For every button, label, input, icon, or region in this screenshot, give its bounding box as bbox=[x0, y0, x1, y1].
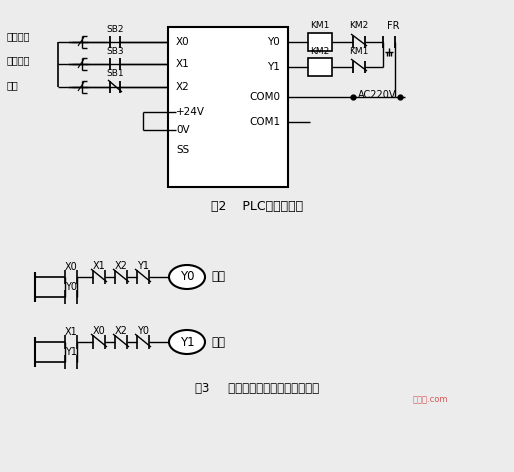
Text: X1: X1 bbox=[93, 261, 105, 271]
Text: Y1: Y1 bbox=[180, 336, 194, 348]
Text: SB3: SB3 bbox=[106, 47, 124, 56]
Bar bbox=[168, 27, 288, 187]
Text: KM1: KM1 bbox=[310, 22, 329, 31]
Text: Y0: Y0 bbox=[267, 37, 280, 47]
Text: 反转起动: 反转起动 bbox=[7, 55, 30, 65]
Text: X2: X2 bbox=[176, 82, 190, 92]
Ellipse shape bbox=[169, 265, 205, 289]
Text: KM2: KM2 bbox=[350, 22, 369, 31]
Bar bbox=[308, 33, 332, 51]
Text: 停止: 停止 bbox=[7, 80, 19, 90]
Text: 0V: 0V bbox=[176, 125, 190, 135]
Text: X0: X0 bbox=[176, 37, 190, 47]
Text: Y1: Y1 bbox=[137, 261, 149, 271]
Text: Y0: Y0 bbox=[180, 270, 194, 284]
Text: 图3     异步电动机正反转控制梯形图: 图3 异步电动机正反转控制梯形图 bbox=[195, 382, 319, 396]
Text: X0: X0 bbox=[65, 262, 78, 272]
Text: KM1: KM1 bbox=[350, 47, 369, 56]
Text: SB2: SB2 bbox=[106, 25, 124, 34]
Text: COM1: COM1 bbox=[249, 117, 280, 127]
Text: 图2    PLC外部接线图: 图2 PLC外部接线图 bbox=[211, 201, 303, 213]
Text: X0: X0 bbox=[93, 326, 105, 336]
Text: Y1: Y1 bbox=[65, 347, 77, 357]
Text: AC220V: AC220V bbox=[358, 90, 396, 100]
Text: FR: FR bbox=[387, 21, 399, 31]
Text: 正转起动: 正转起动 bbox=[7, 31, 30, 41]
Text: +24V: +24V bbox=[176, 107, 205, 117]
Text: SS: SS bbox=[176, 145, 189, 155]
Text: Y0: Y0 bbox=[65, 282, 77, 292]
Text: KM2: KM2 bbox=[310, 47, 329, 56]
Text: X2: X2 bbox=[115, 261, 127, 271]
Text: 植优图.com: 植优图.com bbox=[412, 396, 448, 405]
Text: COM0: COM0 bbox=[249, 92, 280, 102]
Text: Y1: Y1 bbox=[267, 62, 280, 72]
Text: 反转: 反转 bbox=[211, 336, 225, 348]
Text: 正转: 正转 bbox=[211, 270, 225, 284]
Ellipse shape bbox=[169, 330, 205, 354]
Text: X1: X1 bbox=[176, 59, 190, 69]
Text: SB1: SB1 bbox=[106, 69, 124, 78]
Text: Y0: Y0 bbox=[137, 326, 149, 336]
Bar bbox=[308, 58, 332, 76]
Text: X2: X2 bbox=[115, 326, 127, 336]
Text: X1: X1 bbox=[65, 327, 78, 337]
